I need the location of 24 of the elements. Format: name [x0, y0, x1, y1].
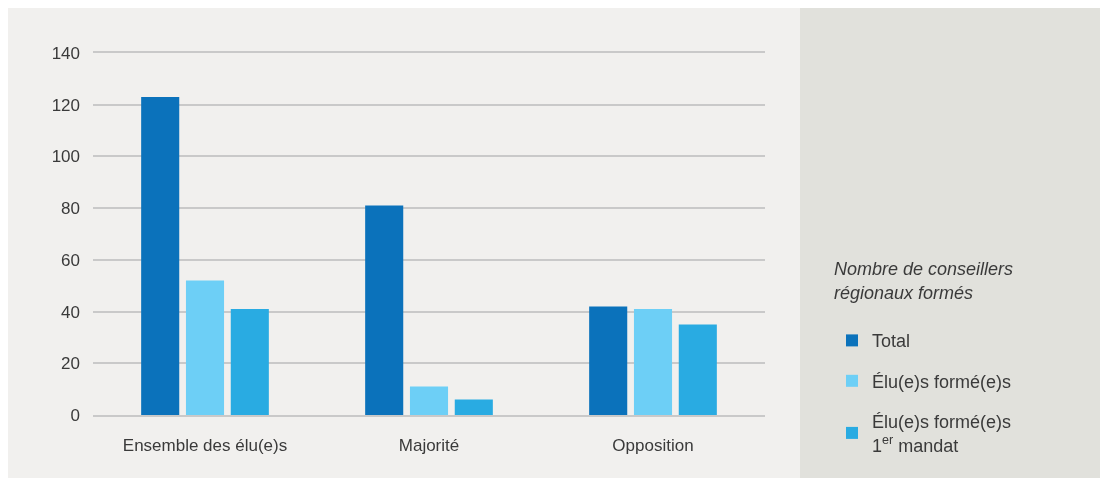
bar — [409, 386, 449, 415]
y-tick-label: 80 — [61, 199, 80, 219]
legend-title: Nombre de conseillers régionaux formés — [834, 259, 1014, 303]
y-tick-label: 120 — [51, 95, 80, 115]
y-tick-label: 40 — [61, 302, 80, 322]
legend-label: Élu(e)s formé(e)s 1$^{er}$ mandat — [872, 412, 1012, 456]
bar — [141, 96, 180, 415]
x-tick-label: Majorité — [398, 436, 460, 456]
y-tick-label: 140 — [51, 43, 80, 63]
bar — [454, 399, 493, 415]
y-tick-label: 0 — [70, 405, 80, 425]
x-tick-label: Opposition — [612, 436, 694, 456]
y-tick-label: 20 — [61, 354, 80, 374]
y-tick-label: 100 — [51, 147, 80, 167]
bar — [633, 308, 673, 415]
bar — [678, 324, 717, 415]
x-tick-label: Ensemble des élu(e)s — [122, 436, 288, 456]
legend-label: Élu(e)s formé(e)s — [872, 371, 1012, 392]
bar — [230, 308, 269, 415]
bar — [589, 306, 628, 415]
bar — [365, 205, 404, 415]
legend-label: Total — [872, 331, 911, 352]
bar — [185, 280, 225, 415]
y-tick-label: 60 — [61, 250, 80, 270]
